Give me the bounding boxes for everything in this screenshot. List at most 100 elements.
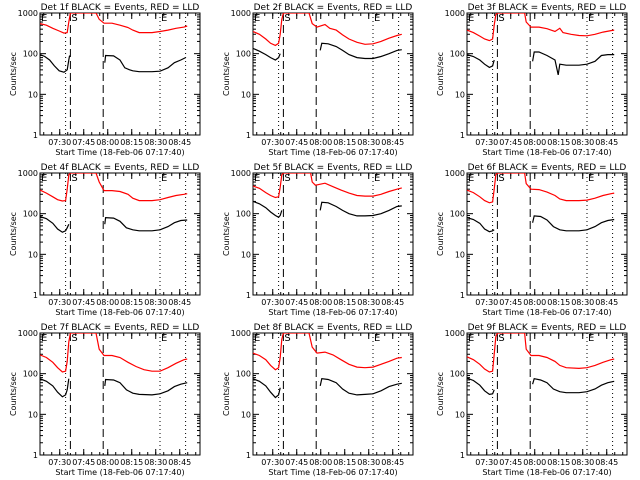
y-tick-label: 1 — [33, 451, 38, 460]
x-tick-label: 08:15 — [333, 138, 356, 147]
y-axis-label: Counts/sec — [9, 372, 18, 416]
x-axis-label: Start Time (18-Feb-06 07:17:40) — [55, 468, 184, 477]
y-axis-label: Counts/sec — [222, 372, 231, 416]
x-tick-label: 08:15 — [333, 458, 356, 467]
x-tick-label: 07:45 — [499, 298, 522, 307]
marker-label-E: E — [468, 13, 474, 24]
y-tick-label: 10 — [241, 410, 251, 419]
x-tick-label: 07:30 — [475, 138, 498, 147]
series-events-line — [319, 378, 402, 396]
y-tick-label: 1 — [33, 131, 38, 140]
x-tick-label: 07:45 — [499, 458, 522, 467]
x-tick-label: 08:00 — [309, 298, 332, 307]
x-tick-label: 08:45 — [381, 138, 404, 147]
x-tick-label: 08:00 — [309, 138, 332, 147]
marker-label-S: S — [498, 13, 504, 24]
y-tick-label: 10 — [28, 410, 38, 419]
series-events-line — [532, 215, 615, 232]
panel-title: Det 8f BLACK = Events, RED = LLD — [254, 323, 413, 333]
x-tick-label: 08:00 — [523, 138, 546, 147]
marker-label-E: E — [41, 333, 47, 344]
panel-title: Det 4f BLACK = Events, RED = LLD — [41, 163, 200, 173]
y-tick-label: 1000 — [445, 169, 465, 178]
y-tick-label: 1 — [246, 131, 251, 140]
series-events-line — [253, 47, 281, 61]
x-tick-label: 07:45 — [285, 458, 308, 467]
marker-label-S: S — [284, 13, 290, 24]
x-tick-label: 07:30 — [48, 298, 71, 307]
marker-label-E: E — [374, 173, 380, 184]
panel-title: Det 3f BLACK = Events, RED = LLD — [468, 3, 627, 13]
y-tick-label: 10 — [241, 90, 251, 99]
marker-label-E: E — [374, 13, 380, 24]
y-tick-label: 1 — [246, 291, 251, 300]
y-tick-label: 100 — [450, 210, 465, 219]
plot-frame — [39, 12, 201, 136]
y-tick-label: 1000 — [18, 9, 38, 18]
series-events-line — [40, 54, 71, 73]
x-tick-label: 08:00 — [96, 458, 119, 467]
x-tick-label: 08:00 — [523, 458, 546, 467]
series-lld-line — [40, 173, 188, 202]
x-tick-label: 08:00 — [96, 298, 119, 307]
series-events-line — [40, 215, 70, 233]
x-tick-label: 08:15 — [120, 298, 143, 307]
y-tick-label: 100 — [23, 50, 38, 59]
series-events-line — [532, 51, 615, 76]
x-tick-label: 07:30 — [475, 298, 498, 307]
x-tick-label: 08:00 — [309, 458, 332, 467]
y-tick-label: 100 — [236, 50, 251, 59]
x-axis-label: Start Time (18-Feb-06 07:17:40) — [55, 148, 184, 157]
panel-det-8f: Det 8f BLACK = Events, RED = LLD 1 10 100 10… — [222, 323, 414, 477]
series-events-line — [532, 378, 615, 394]
x-tick-label: 08:15 — [547, 298, 570, 307]
y-tick-label: 100 — [23, 210, 38, 219]
x-tick-label: 08:30 — [144, 298, 167, 307]
x-tick-label: 08:45 — [595, 298, 618, 307]
y-tick-label: 10 — [455, 410, 465, 419]
x-tick-label: 08:30 — [357, 298, 380, 307]
x-tick-label: 07:30 — [261, 298, 284, 307]
x-tick-label: 07:30 — [48, 138, 71, 147]
x-axis-label: Start Time (18-Feb-06 07:17:40) — [268, 148, 397, 157]
plot-frame — [252, 172, 414, 296]
x-tick-label: 07:45 — [72, 298, 95, 307]
y-tick-label: 1000 — [231, 329, 251, 338]
x-tick-label: 07:45 — [285, 138, 308, 147]
y-tick-label: 1 — [460, 131, 465, 140]
y-axis-label: Counts/sec — [222, 52, 231, 96]
marker-label-S: S — [71, 173, 77, 184]
y-tick-label: 1 — [460, 291, 465, 300]
x-tick-label: 08:15 — [120, 138, 143, 147]
x-tick-label: 08:45 — [168, 298, 191, 307]
x-tick-label: 08:45 — [381, 298, 404, 307]
marker-label-S: S — [284, 173, 290, 184]
x-tick-label: 07:45 — [72, 138, 95, 147]
x-tick-label: 08:15 — [547, 138, 570, 147]
y-tick-label: 1000 — [445, 329, 465, 338]
series-lld-line — [467, 13, 615, 42]
plot-frame — [39, 332, 201, 456]
series-events-line — [467, 377, 495, 396]
panel-title: Det 7f BLACK = Events, RED = LLD — [41, 323, 200, 333]
marker-label-E: E — [41, 13, 47, 24]
y-axis-label: Counts/sec — [436, 212, 445, 256]
plot-frame — [39, 172, 201, 296]
x-tick-label: 08:30 — [144, 458, 167, 467]
marker-label-E: E — [374, 333, 380, 344]
y-axis-label: Counts/sec — [9, 212, 18, 256]
series-lld-line — [467, 333, 615, 373]
plot-frame — [466, 172, 628, 296]
panel-title: Det 6f BLACK = Events, RED = LLD — [468, 163, 627, 173]
x-tick-label: 08:45 — [595, 458, 618, 467]
x-tick-label: 07:30 — [261, 138, 284, 147]
marker-label-E: E — [468, 333, 474, 344]
x-tick-label: 08:15 — [547, 458, 570, 467]
x-tick-label: 08:30 — [571, 458, 594, 467]
y-tick-label: 1 — [460, 451, 465, 460]
x-tick-label: 08:45 — [381, 458, 404, 467]
x-tick-label: 07:30 — [475, 458, 498, 467]
plot-frame — [252, 12, 414, 136]
x-axis-label: Start Time (18-Feb-06 07:17:40) — [482, 308, 611, 317]
